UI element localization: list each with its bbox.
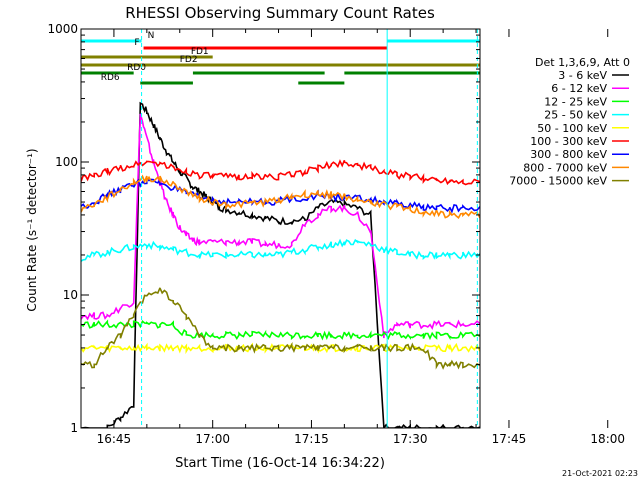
chart-title: RHESSI Observing Summary Count Rates [125,4,435,22]
legend-entry-label-8: 800 - 7000 keV [523,161,607,174]
x-tick-label: 16:45 [97,432,132,446]
state-bar-label-rd0: RD0 [127,63,146,73]
legend-title: Det 1,3,6,9, Att 0 [535,56,630,69]
footer-date: 21-Oct-2021 02:23 [562,469,638,478]
y-tick-label: 100 [55,155,78,169]
x-tick-label: 17:15 [294,432,329,446]
series-line-8 [81,174,480,220]
state-bar-label-f: F [134,38,139,48]
x-tick-label: 17:00 [195,432,230,446]
legend-entry-label-2: 6 - 12 keV [551,82,607,95]
series-line-9 [81,287,480,370]
legend-entry-label-1: 3 - 6 keV [558,69,607,82]
legend-entry-label-5: 50 - 100 keV [537,122,607,135]
legend-entry-label-9: 7000 - 15000 keV [509,175,607,188]
series-line-1 [81,101,480,428]
series-line-2 [81,113,480,339]
x-tick-label: 17:45 [492,432,527,446]
state-bar-label-fd1: FD1 [191,47,209,57]
y-tick-label: 1000 [47,22,78,36]
series-line-3 [81,319,480,341]
legend-entry-label-7: 300 - 800 keV [530,148,607,161]
y-axis-label: Count Rate (s⁻¹ detector⁻¹) [25,148,39,311]
y-tick-label: 10 [63,288,78,302]
state-bar-label-n: N [148,31,155,41]
plot-frame [80,28,481,429]
x-tick-label: 17:30 [393,432,428,446]
state-bar-label-rd6: RD6 [101,73,120,83]
legend-entry-label-6: 100 - 300 keV [530,135,607,148]
x-axis-label: Start Time (16-Oct-14 16:34:22) [175,456,385,471]
legend-entry-label-4: 25 - 50 keV [544,109,607,122]
y-tick-label: 1 [70,421,78,435]
x-tick-label: 18:00 [590,432,625,446]
series-line-6 [81,159,480,186]
series-line-4 [81,238,480,262]
legend-entry-label-3: 12 - 25 keV [544,95,607,108]
series-line-7 [81,176,480,214]
state-bar-label-fd2: FD2 [180,55,198,65]
